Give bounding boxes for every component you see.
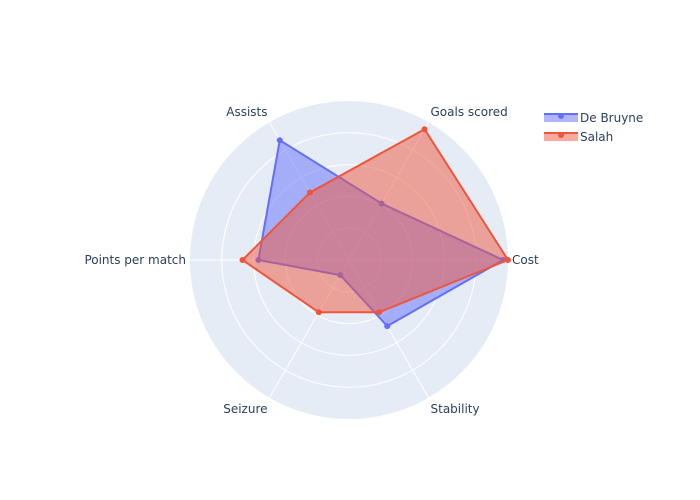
series-1	[239, 126, 511, 316]
series-1-point-1[interactable]	[421, 126, 428, 133]
series-1-point-3[interactable]	[239, 257, 246, 263]
axis-label-4: Seizure	[223, 402, 267, 416]
legend-item-1[interactable]: Salah	[544, 130, 613, 144]
legend-marker-1	[558, 132, 564, 138]
series-1-point-4[interactable]	[315, 309, 322, 316]
radar-series-layer	[239, 126, 511, 330]
axis-label-0: Cost	[512, 253, 539, 267]
series-0-point-5[interactable]	[384, 323, 391, 330]
legend[interactable]: De Bruyne Salah	[544, 111, 643, 144]
legend-marker-0	[558, 113, 564, 119]
legend-label-0: De Bruyne	[580, 111, 643, 125]
legend-label-1: Salah	[580, 130, 613, 144]
axis-label-5: Stability	[431, 402, 480, 416]
series-0-point-2[interactable]	[276, 137, 283, 144]
axis-label-3: Points per match	[84, 253, 186, 267]
series-1-point-2[interactable]	[307, 189, 313, 196]
series-1-point-0[interactable]	[505, 257, 511, 263]
legend-item-0[interactable]: De Bruyne	[544, 111, 643, 125]
axis-label-1: Goals scored	[431, 105, 508, 119]
axis-labels: Cost Goals scored Assists Points per match S…	[84, 105, 539, 416]
axis-label-2: Assists	[226, 105, 267, 119]
series-1-point-5[interactable]	[376, 309, 383, 316]
